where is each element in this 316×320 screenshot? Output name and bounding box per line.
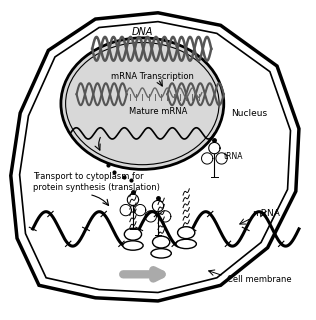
Ellipse shape bbox=[153, 236, 170, 248]
Text: Cell membrane: Cell membrane bbox=[227, 275, 292, 284]
Text: Nucleus: Nucleus bbox=[232, 108, 268, 117]
Ellipse shape bbox=[124, 228, 142, 240]
Ellipse shape bbox=[123, 241, 143, 250]
Text: Mature mRNA: Mature mRNA bbox=[129, 107, 187, 116]
Text: mRNA Transcription: mRNA Transcription bbox=[111, 73, 194, 82]
Ellipse shape bbox=[61, 38, 224, 169]
Text: DNA: DNA bbox=[132, 27, 153, 36]
Text: tRNA: tRNA bbox=[224, 152, 243, 161]
Text: Transport to cytoplasm for
protein synthesis (translation): Transport to cytoplasm for protein synth… bbox=[33, 172, 160, 192]
Text: mRNA: mRNA bbox=[252, 209, 280, 218]
Ellipse shape bbox=[178, 227, 195, 239]
Ellipse shape bbox=[151, 249, 171, 258]
Polygon shape bbox=[11, 13, 299, 301]
Ellipse shape bbox=[176, 239, 196, 249]
